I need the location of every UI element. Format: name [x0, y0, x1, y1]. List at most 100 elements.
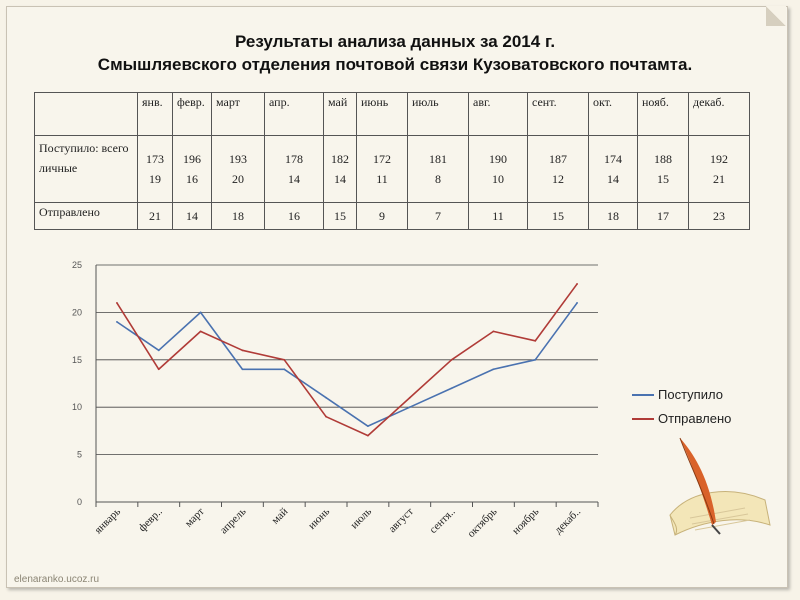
page-curl: [766, 6, 786, 26]
x-tick-label: август: [386, 506, 416, 536]
data-point: [199, 330, 202, 333]
data-point: [492, 330, 495, 333]
data-point: [116, 302, 118, 304]
table-cell: 188 15: [637, 135, 689, 203]
table-cell: 178 14: [264, 135, 324, 203]
table-header-cell: май: [323, 92, 357, 136]
x-tick-label: апрель: [218, 506, 249, 537]
row-label-sent: Отправлено: [34, 202, 138, 230]
table-header-cell: декаб.: [688, 92, 750, 136]
table-header-cell: сент.: [527, 92, 589, 136]
y-tick-label: 25: [72, 260, 82, 270]
table-cell: 190 10: [468, 135, 528, 203]
data-point: [408, 396, 411, 399]
table-cell: 21: [137, 202, 173, 230]
series-line-1: [116, 302, 578, 427]
y-tick-label: 20: [72, 307, 82, 317]
table-cell: 9: [356, 202, 408, 230]
table-cell: 17: [637, 202, 689, 230]
table-cell: 182 14: [323, 135, 357, 203]
data-point: [450, 387, 453, 390]
data-point: [367, 425, 369, 428]
data-point: [199, 311, 202, 314]
x-tick-label: сентя..: [427, 505, 458, 536]
cell-personal: 16: [186, 172, 198, 186]
table-cell: 18: [588, 202, 638, 230]
title-line-1: Результаты анализа данных за 2014 г.: [234, 32, 556, 51]
table-cell: 16: [264, 202, 324, 230]
cell-personal: 10: [492, 172, 504, 186]
legend-label: Поступило: [658, 387, 723, 402]
data-point: [116, 320, 118, 323]
table-row-received: Поступило: всего личные 173 19 196 16 193 2…: [34, 135, 750, 203]
data-point: [492, 368, 495, 371]
cell-personal: 21: [713, 172, 725, 186]
cell-personal: 19: [149, 172, 161, 186]
table-cell: 7: [407, 202, 469, 230]
table-cell: 174 14: [588, 135, 638, 203]
table-header-cell: янв.: [137, 92, 173, 136]
cell-total: 181: [429, 152, 447, 166]
cell-personal: 15: [657, 172, 669, 186]
cell-personal: 20: [232, 172, 244, 186]
table-cell: 173 19: [137, 135, 173, 203]
cell-personal: 14: [607, 172, 619, 186]
x-tick-label: январь: [92, 506, 123, 537]
x-tick-label: март: [183, 506, 207, 530]
legend-label: Отправлено: [658, 411, 731, 426]
data-point: [367, 434, 369, 437]
data-point: [157, 349, 160, 352]
table-cell: 192 21: [688, 135, 750, 203]
data-point: [576, 302, 578, 304]
y-tick-label: 15: [72, 355, 82, 365]
quill-scroll-icon: [669, 437, 771, 536]
data-point: [534, 358, 537, 361]
cell-total: 182: [331, 152, 349, 166]
data-point: [325, 415, 327, 418]
data-point: [283, 358, 286, 361]
cell-total: 188: [654, 152, 672, 166]
table-header-cell: февр.: [172, 92, 212, 136]
page-title: Результаты анализа данных за 2014 г. Смы…: [0, 30, 790, 76]
data-point: [157, 368, 160, 371]
cell-total: 178: [285, 152, 303, 166]
cell-total: 174: [604, 152, 622, 166]
cell-personal: 14: [334, 172, 346, 186]
cell-total: 193: [229, 152, 247, 166]
table-cell: 11: [468, 202, 528, 230]
watermark: elenaranko.ucoz.ru: [14, 574, 100, 585]
x-tick-label: май: [269, 506, 290, 527]
x-tick-label: ноябрь: [510, 506, 541, 537]
cell-personal: 14: [288, 172, 300, 186]
series-line-2: [116, 283, 578, 437]
table-row-sent: Отправлено 21 14 18 16 15 9 7 11 15 18 1…: [34, 202, 750, 230]
cell-total: 190: [489, 152, 507, 166]
y-tick-label: 10: [72, 402, 82, 412]
data-point: [534, 339, 537, 342]
data-point: [283, 368, 286, 371]
cell-personal: 8: [435, 172, 441, 186]
data-point: [408, 406, 411, 409]
x-tick-label: декаб..: [552, 505, 583, 536]
data-point: [241, 349, 244, 352]
title-line-2: Смышляевского отделения почтовой связи К…: [97, 55, 693, 74]
data-point: [325, 396, 327, 399]
table-cell: 23: [688, 202, 750, 230]
row-label-received: Поступило: всего личные: [34, 135, 138, 203]
table-cell: 15: [527, 202, 589, 230]
data-point: [241, 368, 244, 371]
table-cell: 196 16: [172, 135, 212, 203]
table-cell: 18: [211, 202, 265, 230]
cell-total: 196: [183, 152, 201, 166]
y-tick-label: 5: [77, 450, 82, 460]
cell-personal: 12: [552, 172, 564, 186]
cell-total: 187: [549, 152, 567, 166]
data-point: [450, 358, 453, 361]
x-tick-label: июль: [348, 506, 374, 532]
data-point: [576, 283, 578, 285]
cell-total: 173: [146, 152, 164, 166]
x-tick-label: февр..: [136, 505, 165, 534]
table-header-cell: июнь: [356, 92, 408, 136]
x-tick-label: октябрь: [465, 506, 499, 540]
